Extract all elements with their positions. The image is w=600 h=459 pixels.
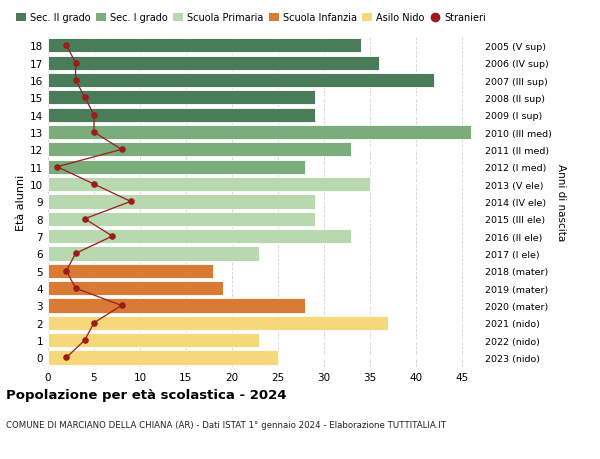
Point xyxy=(71,250,80,257)
Point xyxy=(71,77,80,84)
Bar xyxy=(48,195,314,209)
Bar xyxy=(48,351,278,365)
Bar xyxy=(48,143,352,157)
Bar xyxy=(48,299,305,313)
Bar xyxy=(48,160,305,174)
Point xyxy=(62,268,71,275)
Point xyxy=(62,43,71,50)
Point xyxy=(89,181,99,188)
Bar xyxy=(48,108,314,123)
Point xyxy=(126,198,136,206)
Text: Popolazione per età scolastica - 2024: Popolazione per età scolastica - 2024 xyxy=(6,388,287,401)
Bar xyxy=(48,316,388,330)
Bar xyxy=(48,74,434,88)
Point xyxy=(71,285,80,292)
Bar xyxy=(48,212,314,226)
Point xyxy=(107,233,117,240)
Point xyxy=(71,60,80,67)
Bar xyxy=(48,281,223,296)
Y-axis label: Anni di nascita: Anni di nascita xyxy=(556,163,566,241)
Bar xyxy=(48,264,214,278)
Legend: Sec. II grado, Sec. I grado, Scuola Primaria, Scuola Infanzia, Asilo Nido, Stran: Sec. II grado, Sec. I grado, Scuola Prim… xyxy=(14,11,488,25)
Point xyxy=(117,146,127,154)
Point xyxy=(80,337,89,344)
Bar xyxy=(48,333,259,347)
Point xyxy=(89,319,99,327)
Point xyxy=(89,112,99,119)
Bar xyxy=(48,91,314,105)
Point xyxy=(62,354,71,361)
Bar xyxy=(48,39,361,53)
Text: COMUNE DI MARCIANO DELLA CHIANA (AR) - Dati ISTAT 1° gennaio 2024 - Elaborazione: COMUNE DI MARCIANO DELLA CHIANA (AR) - D… xyxy=(6,420,446,429)
Bar xyxy=(48,56,379,71)
Point xyxy=(52,164,62,171)
Bar xyxy=(48,126,471,140)
Point xyxy=(80,216,89,223)
Bar xyxy=(48,247,259,261)
Bar xyxy=(48,230,352,244)
Point xyxy=(80,95,89,102)
Point xyxy=(89,129,99,136)
Bar xyxy=(48,178,370,192)
Y-axis label: Età alunni: Età alunni xyxy=(16,174,26,230)
Point xyxy=(117,302,127,309)
